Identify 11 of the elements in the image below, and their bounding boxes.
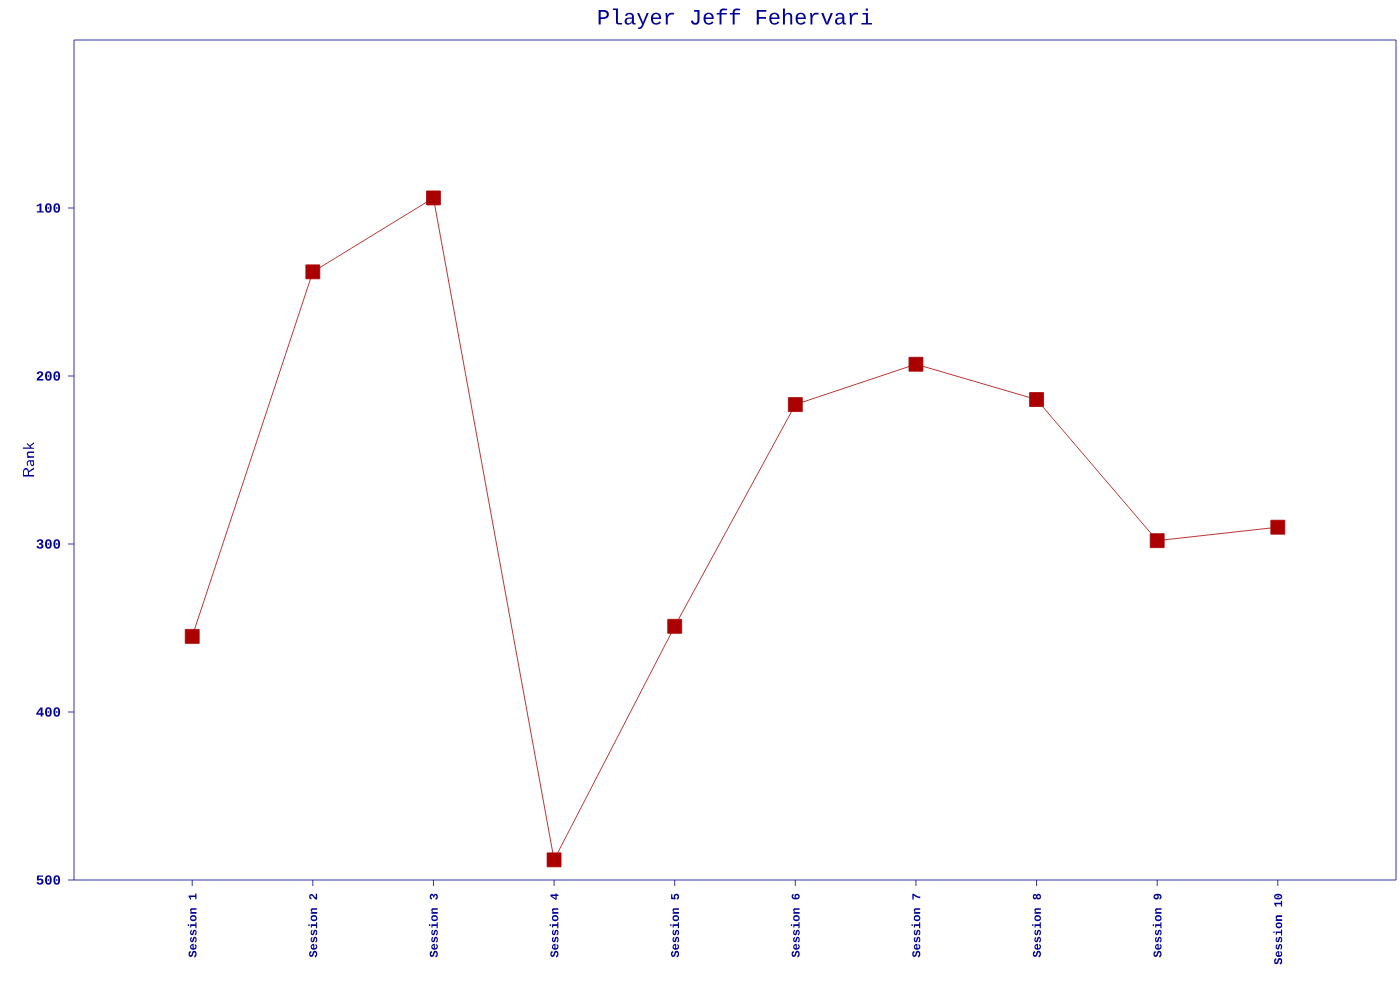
point: [1270, 519, 1286, 535]
point: [305, 264, 321, 280]
point: [426, 190, 441, 206]
point: [908, 356, 924, 372]
chart-title: Player Jeff Fehervari: [598, 8, 872, 29]
point: [184, 629, 200, 644]
point: [1029, 392, 1044, 407]
point: [787, 397, 803, 412]
point: [1149, 533, 1165, 549]
point: [667, 618, 683, 634]
point: [546, 852, 562, 868]
